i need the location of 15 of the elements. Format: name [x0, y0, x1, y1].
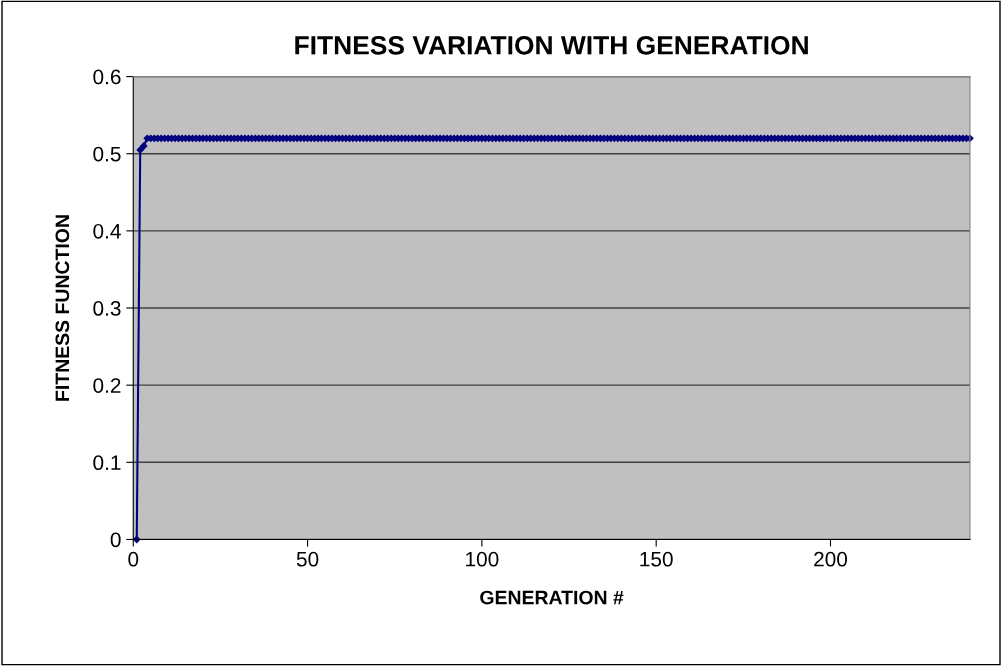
y-tick-label: 0.4 — [93, 223, 121, 239]
y-tick-label: 0.6 — [93, 69, 121, 85]
y-tick-label: 0.3 — [93, 301, 121, 316]
y-tick-label: 0.5 — [93, 146, 121, 162]
y-tick-label: 0.2 — [93, 378, 121, 393]
y-axis-title: FITNESS FUNCTION — [55, 215, 70, 401]
x-tick-label: 50 — [296, 551, 319, 567]
y-tick-label: 0 — [110, 532, 121, 548]
y-tick-label: 0.1 — [93, 455, 121, 471]
x-tick-label: 200 — [814, 551, 848, 567]
x-axis-title: GENERATION # — [480, 590, 624, 605]
x-tick-label: 150 — [640, 551, 673, 567]
x-tick-label: 100 — [466, 551, 499, 567]
chart-title: FITNESS VARIATION WITH GENERATION — [295, 35, 808, 55]
x-tick-label: 0 — [128, 551, 139, 567]
